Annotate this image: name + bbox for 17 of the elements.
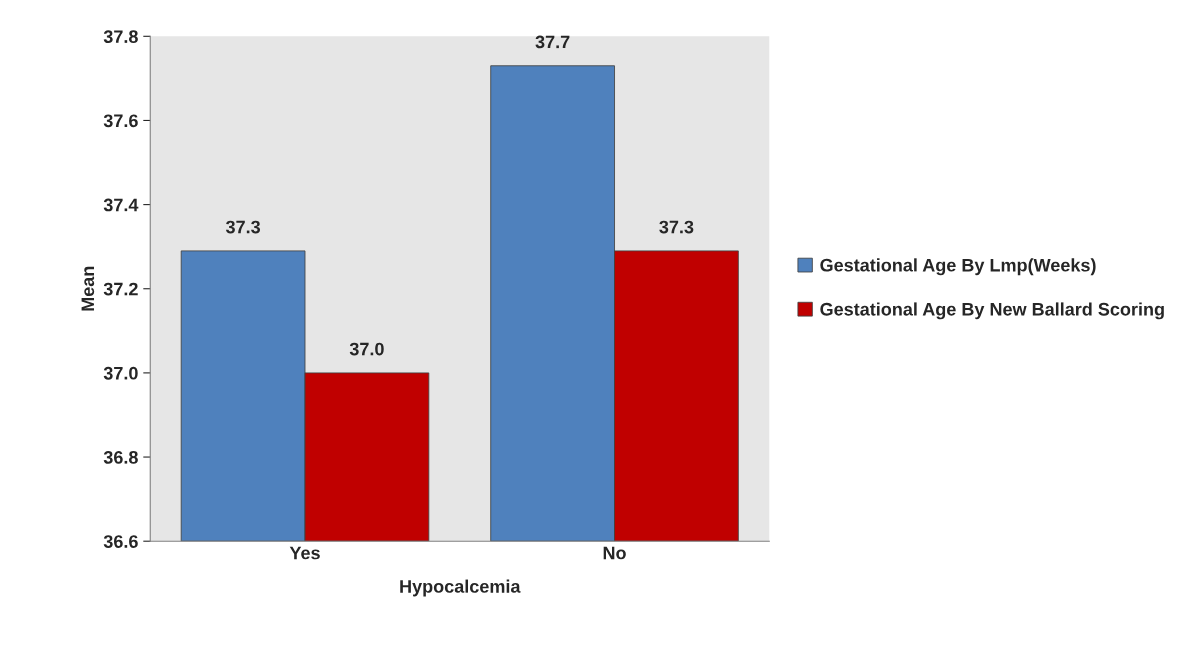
x-axis-title: Hypocalcemia <box>400 579 521 597</box>
data-label: 37.3 <box>225 220 261 234</box>
y-tick-label: 37.0 <box>103 366 138 380</box>
data-label: 37.0 <box>349 342 384 356</box>
y-tick-label: 36.8 <box>103 450 138 464</box>
y-tick-label: 37.8 <box>103 30 138 44</box>
y-tick-label: 37.6 <box>103 114 138 128</box>
y-tick-label: 37.2 <box>103 282 138 296</box>
data-label: 37.7 <box>535 35 570 49</box>
legend-label: Gestational Age By Lmp(Weeks) <box>820 258 1096 276</box>
y-tick-label: 37.4 <box>103 198 139 212</box>
x-tick-label: No <box>603 546 626 560</box>
data-label: 37.3 <box>659 220 694 234</box>
legend-label: Gestational Age By New Ballard Scoring <box>820 302 1164 320</box>
x-tick-label: Yes <box>289 546 320 560</box>
y-tick-label: 36.6 <box>103 535 138 548</box>
y-axis-title: Mean <box>81 266 95 311</box>
